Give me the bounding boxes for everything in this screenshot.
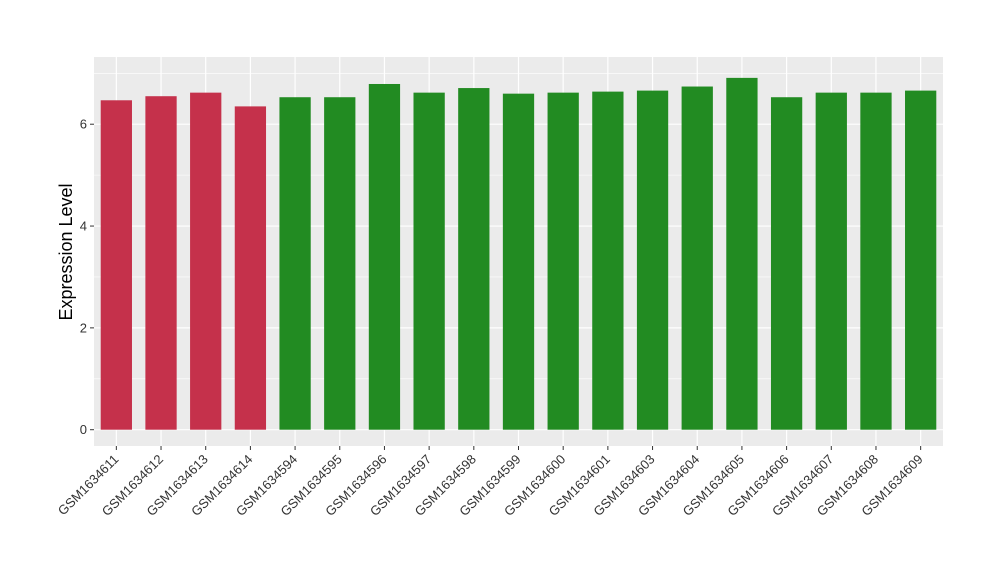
y-axis-title: Expression Level — [56, 183, 76, 320]
bar-GSM1634608 — [860, 92, 892, 430]
bar-GSM1634607 — [815, 92, 847, 430]
bar-GSM1634604 — [681, 86, 713, 430]
bar-GSM1634611 — [100, 100, 132, 430]
bar-GSM1634596 — [368, 83, 401, 430]
bar-GSM1634597 — [413, 92, 445, 430]
bar-GSM1634595 — [324, 97, 356, 430]
bars — [100, 77, 937, 430]
bar-GSM1634613 — [190, 92, 222, 430]
y-tick-label: 6 — [80, 117, 87, 132]
bar-GSM1634605 — [726, 77, 758, 430]
bar-GSM1634603 — [636, 90, 669, 430]
bar-GSM1634599 — [502, 93, 535, 430]
y-tick-label: 0 — [80, 422, 87, 437]
bar-GSM1634601 — [592, 91, 624, 430]
bar-GSM1634598 — [458, 88, 490, 430]
bar-GSM1634606 — [770, 97, 803, 430]
y-tick-label: 4 — [80, 219, 87, 234]
y-axis: 0 2 4 6 — [80, 117, 94, 437]
bar-GSM1634600 — [547, 92, 579, 430]
x-axis: GSM1634611GSM1634612GSM1634613GSM1634614… — [55, 446, 926, 519]
bar-GSM1634594 — [279, 97, 311, 430]
bar-GSM1634612 — [145, 96, 177, 430]
bar-GSM1634609 — [905, 90, 937, 430]
bar-GSM1634614 — [234, 106, 267, 430]
y-tick-label: 2 — [80, 320, 87, 335]
